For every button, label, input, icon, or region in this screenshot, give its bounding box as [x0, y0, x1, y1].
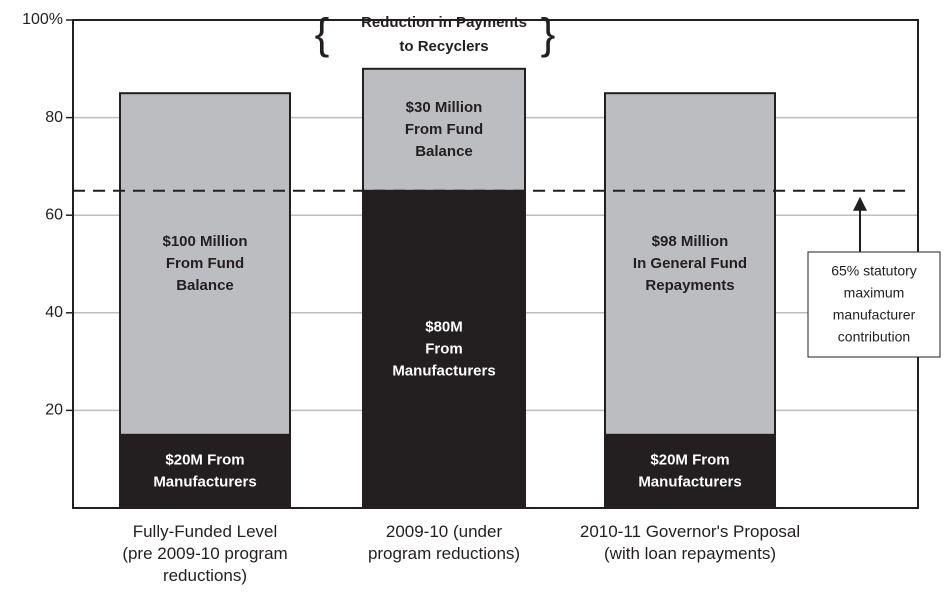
x-tick-label-line: (pre 2009-10 program — [122, 544, 287, 563]
x-tick-label-line: (with loan repayments) — [604, 544, 776, 563]
reference-label-line: contribution — [838, 328, 910, 344]
segment-label: $20M From Manufacturers — [638, 451, 741, 490]
reference-label-line: 65% statutory — [831, 262, 917, 278]
segment-label-line: From — [425, 340, 463, 357]
y-tick-label: 40 — [45, 304, 63, 321]
segment-label-line: Manufacturers — [153, 473, 256, 490]
bar-annotation-line: to Recyclers — [399, 38, 488, 55]
segment-label-line: $30 Million — [406, 99, 483, 116]
x-tick-label-line: reductions) — [163, 566, 247, 585]
brace-right: } — [541, 9, 556, 58]
segment-label-line: $98 Million — [652, 233, 729, 250]
segment-label-line: Repayments — [645, 277, 734, 294]
y-tick-label: 20 — [45, 402, 63, 419]
segment-label: $30 Million From Fund Balance — [405, 99, 483, 160]
y-tick-label: 60 — [45, 206, 63, 223]
segment-label: $100 Million From Fund Balance — [162, 233, 247, 294]
segment-label-line: $100 Million — [162, 233, 247, 250]
segment-label-line: Balance — [176, 277, 234, 294]
x-tick-label-line: 2009-10 (under — [386, 522, 503, 541]
bar-annotation-line: Reduction in Payments — [361, 14, 527, 31]
segment-label-line: From Fund — [166, 255, 244, 272]
segment-label-line: Manufacturers — [392, 362, 495, 379]
segment-label: $98 Million In General Fund Repayments — [633, 233, 747, 294]
segment-label-line: $80M — [425, 318, 463, 335]
arrow-head — [853, 196, 867, 211]
note-box — [807, 251, 941, 358]
segment-label: $80M From Manufacturers — [392, 318, 495, 379]
x-tick-label-line: Fully-Funded Level — [133, 522, 278, 541]
segment-label-line: In General Fund — [633, 255, 747, 272]
reference-label: 65% statutory maximum manufacturer contribu… — [831, 262, 917, 344]
x-tick-label-line: program reductions) — [368, 544, 520, 563]
bar-segment — [362, 67, 526, 192]
segment-label-line: Manufacturers — [638, 473, 741, 490]
segment-label-line: $20M From — [650, 451, 729, 468]
segment-label-line: From Fund — [405, 121, 483, 138]
x-tick-label: 2009-10 (under program reductions) — [368, 522, 520, 563]
reference-label-line: maximum — [844, 284, 905, 300]
x-tick-label: 2010-11 Governor's Proposal (with loan re… — [580, 522, 800, 563]
brace-left: { — [315, 9, 330, 58]
reference-label-line: manufacturer — [833, 306, 916, 322]
bar-annotation: Reduction in Payments to Recyclers — [361, 14, 527, 55]
y-tick-label: 80 — [45, 109, 63, 126]
bar-segment — [119, 92, 291, 436]
segment-label: $20M From Manufacturers — [153, 451, 256, 490]
segment-label-line: $20M From — [165, 451, 244, 468]
bar-segment — [604, 433, 776, 509]
bar-segment — [362, 189, 526, 510]
bar-segment — [119, 433, 291, 509]
bar-segment — [604, 92, 776, 436]
y-tick-label: 100% — [22, 11, 63, 28]
x-tick-label: Fully-Funded Level (pre 2009-10 program re… — [122, 522, 287, 585]
segment-label-line: Balance — [415, 143, 473, 160]
x-tick-label-line: 2010-11 Governor's Proposal — [580, 522, 800, 541]
